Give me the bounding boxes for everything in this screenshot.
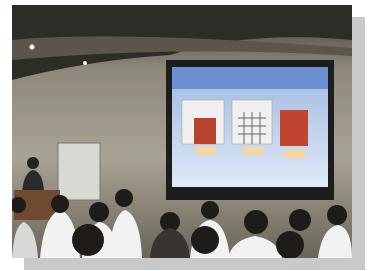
photo: [10, 5, 352, 259]
ceiling-light: [30, 45, 35, 50]
label-box: [285, 150, 305, 158]
page: [0, 0, 375, 271]
red-block: [194, 118, 216, 144]
whiteboard: [58, 143, 100, 200]
slide-header: [172, 67, 328, 89]
speaker-head: [27, 157, 39, 169]
red-block: [280, 110, 308, 146]
label-box: [196, 147, 216, 155]
label-box: [243, 147, 263, 155]
ceiling-light: [83, 61, 87, 65]
